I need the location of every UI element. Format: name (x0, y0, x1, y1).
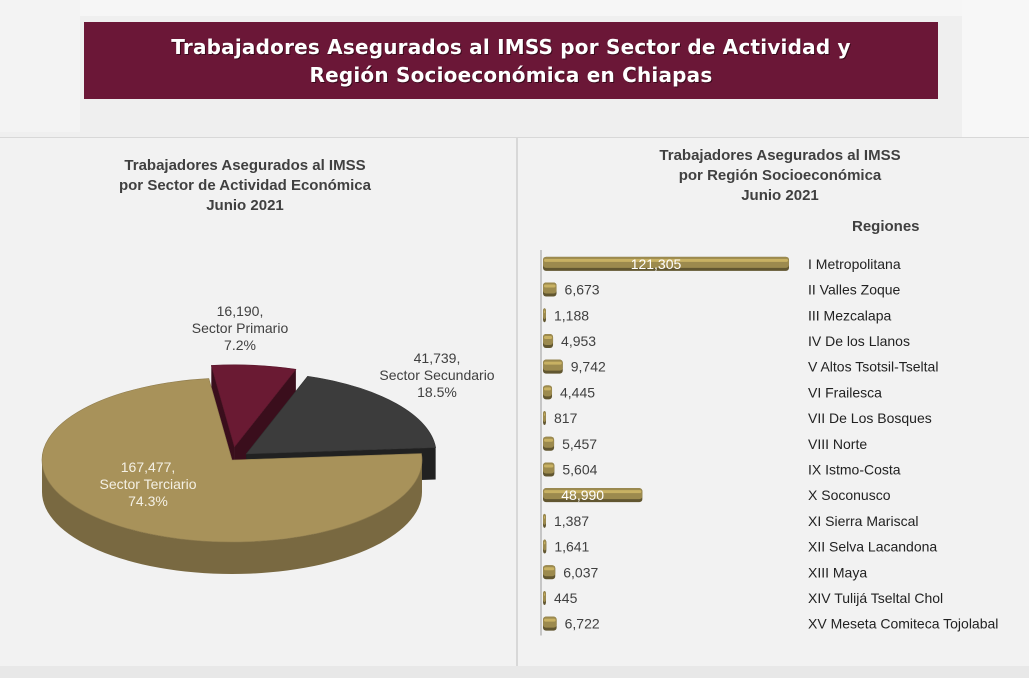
region-label: IX Istmo-Costa (808, 461, 901, 477)
bar-value-label: 4,953 (561, 333, 596, 349)
bar-sheen (544, 310, 545, 314)
bar-panel (517, 137, 1029, 667)
left-edge-fragment (0, 0, 80, 132)
region-label: XII Selva Lacandona (808, 539, 937, 555)
regions-legend-title: Regiones (852, 218, 920, 235)
pie-label-line: 16,190, (217, 303, 264, 319)
top-strip (0, 0, 1029, 16)
bar (543, 308, 546, 320)
bar-sheen (544, 413, 545, 417)
bar (543, 333, 554, 345)
pie-label-line: 18.5% (417, 384, 457, 400)
bar (543, 616, 557, 628)
region-label: XV Meseta Comiteca Tojolabal (808, 616, 998, 632)
bar-value-label: 6,673 (565, 282, 600, 298)
bar-value-label: 1,641 (554, 539, 589, 555)
region-label: X Soconusco (808, 487, 891, 503)
header-banner: Trabajadores Asegurados al IMSS por Sect… (84, 22, 938, 99)
pie-slice-label: 16,190, Sector Primario 7.2% (192, 303, 289, 353)
bar-sheen (544, 284, 556, 288)
pie-slice-label: 41,739, Sector Secundario 18.5% (379, 350, 494, 400)
region-label: VI Frailesca (808, 384, 882, 400)
region-label: I Metropolitana (808, 256, 901, 272)
pie-label-line: Sector Primario (192, 320, 289, 336)
bar-sheen (544, 258, 788, 262)
bar-value-label: 121,305 (631, 256, 682, 272)
pie-label-line: 41,739, (414, 350, 461, 366)
bar-value-label: 5,457 (562, 436, 597, 452)
bar-value-label: 4,445 (560, 384, 595, 400)
bar-value-label: 5,604 (562, 461, 597, 477)
pie-slice-1 (210, 364, 297, 448)
region-label: VIII Norte (808, 436, 867, 452)
bar-value-label: 445 (554, 590, 578, 606)
bar-sheen (544, 618, 556, 622)
pie-label-line: 167,477, (121, 459, 176, 475)
bar-value-label: 48,990 (561, 487, 604, 503)
bar-sheen (544, 541, 546, 545)
pie-label-line: 74.3% (128, 493, 168, 509)
pie-label-line: Sector Terciario (99, 476, 196, 492)
pie-slice-side (42, 460, 422, 574)
region-label: XI Sierra Mariscal (808, 513, 918, 529)
pie-chart-title: Trabajadores Asegurados al IMSS por Sect… (118, 157, 371, 214)
bottom-strip (0, 666, 1029, 678)
bar-value-label: 1,387 (554, 513, 589, 529)
bar-sheen (544, 567, 555, 571)
pie-slice-label: 167,477, Sector Terciario 74.3% (99, 459, 196, 509)
pie-label-line: Sector Secundario (379, 367, 494, 383)
region-label: V Altos Tsotsil-Tseltal (808, 359, 938, 375)
bar (543, 411, 546, 423)
bar (543, 590, 546, 602)
bar-chart-title: Trabajadores Asegurados al IMSS por Regi… (659, 147, 901, 204)
bar-sheen (544, 490, 642, 494)
bar (543, 513, 546, 525)
bar (543, 462, 555, 474)
bar (543, 385, 553, 397)
bar (543, 359, 563, 371)
bar-sheen (544, 464, 554, 468)
region-label: XIII Maya (808, 564, 867, 580)
bar-value-label: 1,188 (554, 307, 589, 323)
right-edge-fragment (962, 0, 1029, 160)
region-label: VII De Los Bosques (808, 410, 932, 426)
banner-title: Trabajadores Asegurados al IMSS por Sect… (171, 34, 851, 87)
bar-value-label: 817 (554, 410, 578, 426)
bar (543, 282, 557, 294)
bar-sheen (544, 387, 552, 391)
bar (543, 436, 555, 448)
bar-value-label: 6,037 (563, 564, 598, 580)
pie-slice-2 (245, 376, 436, 455)
region-label: IV De los Llanos (808, 333, 910, 349)
bar-sheen (544, 335, 553, 339)
pie-label-line: 7.2% (224, 337, 256, 353)
bar (543, 539, 547, 551)
bar (543, 565, 556, 577)
region-label: III Mezcalapa (808, 307, 891, 323)
region-label: II Valles Zoque (808, 282, 901, 298)
bar-sheen (544, 592, 545, 596)
bar-sheen (544, 515, 545, 519)
region-label: XIV Tulijá Tseltal Chol (808, 590, 943, 606)
pie-slice-3 (41, 378, 423, 543)
bar-value-label: 9,742 (571, 359, 606, 375)
bar-value-label: 6,722 (565, 616, 600, 632)
pie-chart: 16,190, Sector Primario 7.2%41,739, Sector … (41, 303, 495, 574)
bar-sheen (544, 438, 554, 442)
bar-sheen (544, 361, 562, 365)
